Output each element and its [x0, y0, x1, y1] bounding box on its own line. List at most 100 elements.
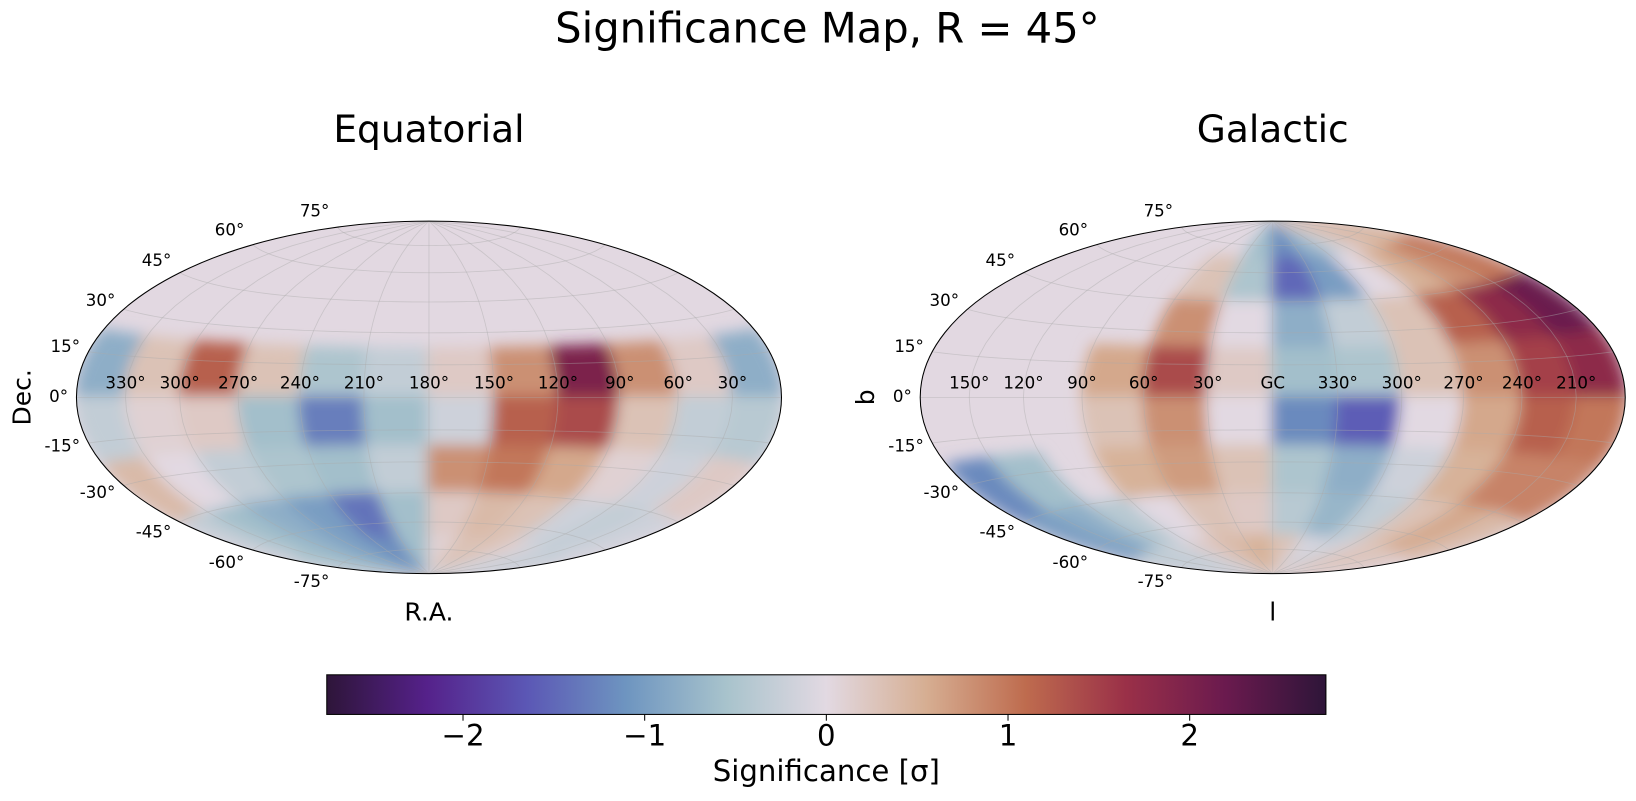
lon-tick-label: 330° [105, 373, 145, 392]
grid-line [1096, 521, 1450, 551]
figure-title: Significance Map, R = 45° [555, 3, 1099, 52]
grid-line [968, 220, 1273, 575]
grid-line [1023, 220, 1273, 575]
lon-tick-label: 240° [280, 373, 320, 392]
significance-field [944, 221, 1626, 574]
lat-tick-label: -75° [1138, 572, 1174, 591]
significance-cell [708, 328, 782, 399]
lat-tick-label: 30° [930, 291, 960, 310]
map-outline [75, 220, 783, 575]
significance-cell [1142, 395, 1214, 450]
grid-line [337, 548, 521, 568]
significance-cell [548, 395, 622, 452]
lon-tick-label: 210° [1556, 373, 1596, 392]
lon-tick-label: 90° [605, 373, 635, 392]
lon-tick-label: 150° [474, 373, 514, 392]
lon-tick-label: 330° [1318, 373, 1358, 392]
grid-line [1181, 548, 1365, 568]
grid-line [1096, 244, 1450, 274]
x-axis-label: R.A. [404, 597, 453, 626]
colorbar-tick-label: −2 [441, 718, 484, 752]
lon-tick-label: 210° [344, 373, 384, 392]
significance-cell [1332, 395, 1404, 450]
grid-line [1181, 226, 1365, 247]
lon-tick-label: 150° [949, 373, 989, 392]
lon-tick-label: 30° [718, 373, 748, 392]
grid-line [428, 220, 495, 574]
lat-tick-label: 15° [51, 337, 81, 356]
lon-tick-label: 300° [160, 373, 200, 392]
lat-tick-label: -75° [294, 572, 330, 591]
significance-cell [1392, 395, 1466, 452]
significance-cells [76, 328, 782, 574]
map-outline [919, 220, 1626, 575]
lon-tick-label: GC [1260, 373, 1285, 392]
grid-line [1272, 220, 1523, 575]
grid-line [125, 220, 430, 575]
lon-tick-label: 90° [1067, 373, 1097, 392]
lat-tick-label: -60° [209, 553, 245, 572]
grid-line [123, 308, 735, 334]
lat-tick-label: -15° [45, 437, 81, 456]
significance-cells [944, 221, 1626, 574]
colorbar-label: Significance [σ] [713, 754, 940, 788]
significance-cell [1080, 395, 1154, 452]
grid-line [1272, 220, 1403, 575]
lon-tick-label: 60° [663, 373, 693, 392]
grid-line [428, 220, 621, 575]
grid-line [179, 492, 679, 523]
lat-tick-label: 15° [894, 337, 924, 356]
map-title: Galactic [1197, 107, 1349, 151]
grid-line [252, 244, 606, 274]
lon-tick-label: 300° [1382, 373, 1422, 392]
map-title: Equatorial [333, 107, 524, 151]
lat-tick-label: -60° [1053, 553, 1089, 572]
significance-cell [1206, 395, 1275, 448]
grid-line [1272, 220, 1577, 575]
grid-line [1143, 220, 1273, 575]
lon-tick-label: 60° [1129, 373, 1159, 392]
grid-line [932, 351, 1614, 366]
grid-line [1207, 220, 1274, 574]
grid-line [428, 220, 679, 575]
lat-tick-label: 0° [893, 387, 912, 406]
y-axis-label: b [851, 389, 880, 405]
grid-line [88, 429, 770, 444]
grid-line [932, 429, 1614, 444]
grid-line [88, 351, 770, 366]
colorbar [326, 674, 1327, 715]
significance-cell [362, 395, 431, 448]
significance-cell [488, 395, 560, 450]
grid-line [123, 461, 735, 486]
grid-line [237, 220, 430, 575]
colorbar-tick-label: 0 [817, 718, 836, 752]
grid-line [179, 220, 430, 575]
lat-tick-label: -30° [924, 483, 960, 502]
colorbar-tick-label: 1 [999, 718, 1018, 752]
grid-line [1272, 220, 1464, 575]
lon-tick-label: 270° [218, 373, 258, 392]
lat-tick-label: -45° [980, 523, 1016, 542]
lat-tick-label: 30° [86, 291, 116, 310]
significance-cell [427, 395, 496, 448]
grid-line [428, 220, 559, 575]
lon-tick-label: 30° [1193, 373, 1223, 392]
significance-cell [1552, 328, 1626, 399]
lon-tick-label: 120° [1003, 373, 1043, 392]
lat-tick-label: -15° [888, 437, 924, 456]
lat-tick-label: 45° [986, 251, 1016, 270]
grid-line [1272, 220, 1339, 574]
grid-line [1023, 492, 1523, 523]
grid-line [252, 521, 606, 551]
colorbar-tick-label: 2 [1180, 718, 1199, 752]
lon-tick-label: 270° [1443, 373, 1483, 392]
colorbar-tick-label: −1 [623, 718, 666, 752]
y-axis-label: Dec. [7, 369, 36, 425]
grid-line [1081, 220, 1273, 575]
grid-line [967, 461, 1579, 486]
lat-tick-label: -30° [80, 483, 116, 502]
grid-line [967, 308, 1579, 334]
grid-line [363, 220, 430, 574]
x-axis-label: l [1269, 597, 1276, 626]
